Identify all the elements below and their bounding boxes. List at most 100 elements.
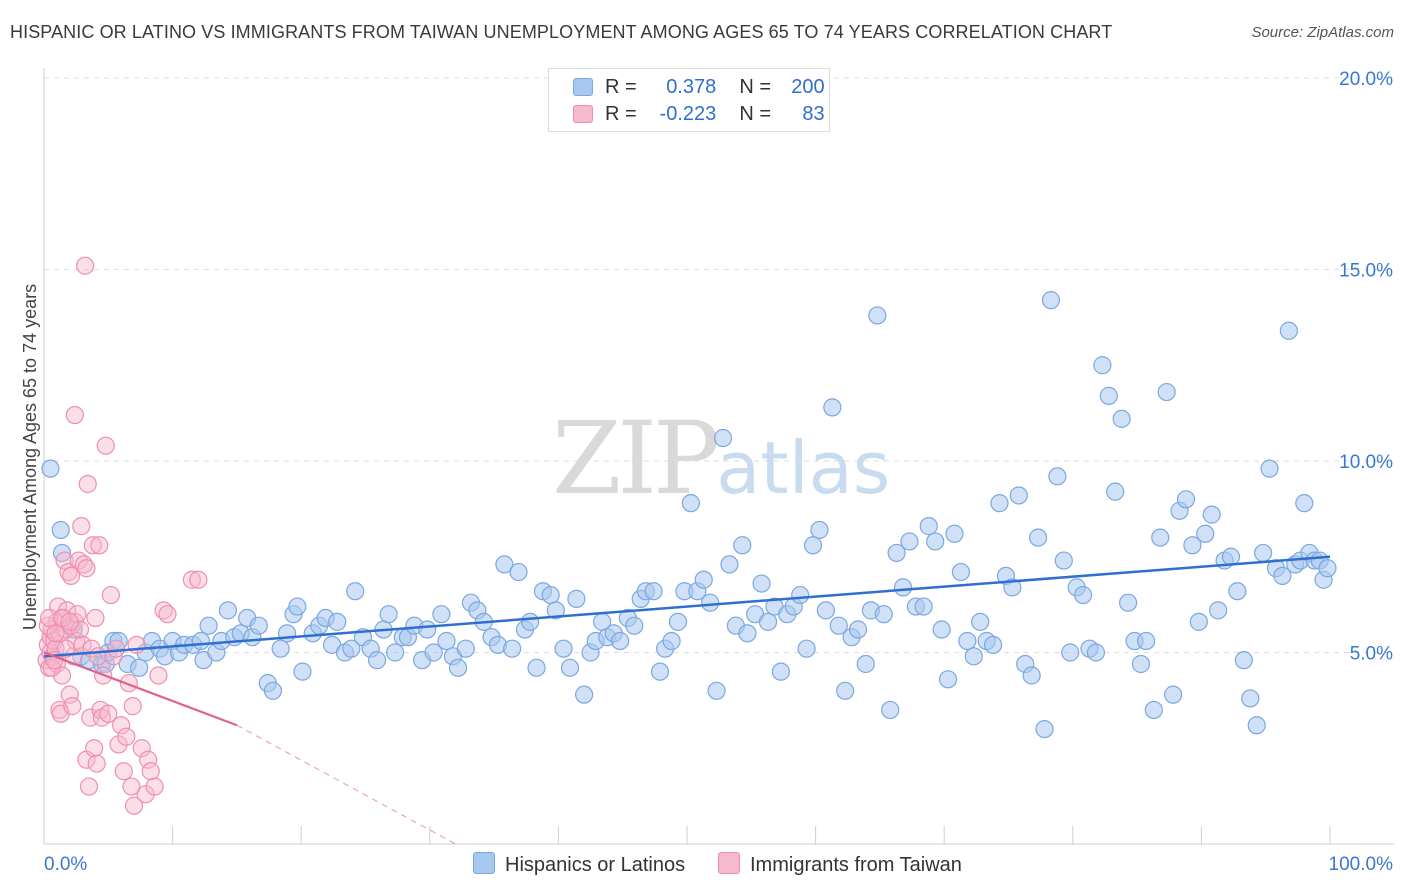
source-credit: Source: ZipAtlas.com: [1251, 24, 1394, 41]
data-point-hispanic: [644, 582, 663, 601]
data-point-hispanic: [625, 616, 644, 635]
series-hispanics-or-latinos: [41, 291, 1337, 739]
data-point-hispanic: [546, 601, 565, 620]
legend-text-pink: R = -0.223 N = 83: [605, 103, 825, 126]
data-point-hispanic: [575, 685, 594, 704]
data-point-hispanic: [914, 597, 933, 616]
tick-labels: 5.0% 10.0% 15.0% 20.0% 0.0% 100.0% Unemploymen…: [20, 69, 1393, 875]
data-point-hispanic: [1151, 528, 1170, 547]
data-point-hispanic: [1247, 716, 1266, 735]
data-point-taiwan: [77, 559, 96, 578]
data-point-hispanic: [733, 536, 752, 555]
data-point-hispanic: [293, 662, 312, 681]
trend-line-taiwan: [43, 651, 238, 727]
data-point-hispanic: [385, 643, 405, 662]
chart-title: HISPANIC OR LATINO VS IMMIGRANTS FROM TA…: [10, 22, 1113, 42]
data-point-taiwan: [55, 551, 74, 570]
data-point-hispanic: [791, 585, 810, 605]
data-point-taiwan: [76, 256, 95, 275]
data-point-hispanic: [424, 643, 443, 662]
data-point-taiwan: [122, 777, 141, 796]
data-point-taiwan: [38, 616, 57, 635]
data-point-hispanic: [1093, 356, 1112, 375]
data-point-taiwan: [52, 666, 72, 685]
bottom-swatch-blue: [473, 852, 495, 874]
data-point-hispanic: [218, 601, 237, 620]
data-point-hispanic: [958, 631, 977, 651]
data-point-taiwan: [65, 405, 84, 425]
data-point-hispanic: [1254, 543, 1273, 563]
data-point-hispanic: [694, 570, 713, 589]
data-point-hispanic: [527, 658, 546, 677]
data-point-hispanic: [1073, 585, 1093, 605]
data-point-hispanic: [1176, 490, 1196, 509]
data-point-taiwan: [63, 697, 82, 716]
data-point-hispanic: [668, 612, 688, 631]
legend-text-blue: R = 0.378 N = 200: [605, 76, 825, 99]
trend-lines: [43, 555, 1331, 845]
data-point-taiwan: [123, 697, 142, 716]
data-point-hispanic: [367, 651, 387, 670]
data-point-taiwan: [109, 735, 128, 754]
data-point-hispanic: [342, 639, 361, 658]
data-point-taiwan: [132, 739, 151, 758]
data-point-hispanic: [1086, 643, 1106, 662]
data-point-hispanic: [803, 536, 823, 555]
data-point-taiwan: [72, 517, 91, 536]
y-tick-label: 20.0%: [1339, 69, 1393, 90]
legend-r-value: 0.378: [666, 76, 717, 98]
data-point-taiwan: [99, 704, 118, 723]
y-tick-label: 15.0%: [1339, 261, 1393, 282]
data-point-taiwan: [149, 666, 168, 685]
data-point-taiwan: [87, 754, 106, 773]
data-point-hispanic: [932, 620, 951, 639]
data-point-taiwan: [114, 762, 133, 781]
data-point-hispanic: [1137, 631, 1156, 651]
data-point-hispanic: [1028, 528, 1048, 547]
data-point-taiwan: [141, 762, 160, 781]
data-point-hispanic: [418, 620, 437, 639]
data-point-taiwan: [79, 777, 99, 796]
data-point-taiwan: [61, 566, 81, 586]
data-point-taiwan: [101, 585, 120, 605]
data-point-taiwan: [145, 777, 164, 796]
data-point-taiwan: [106, 639, 126, 658]
data-point-hispanic: [328, 612, 347, 631]
data-point-hispanic: [249, 616, 268, 635]
data-point-hispanic: [560, 658, 580, 677]
data-point-hispanic: [1209, 601, 1228, 620]
data-point-hispanic: [1273, 566, 1292, 586]
data-point-hispanic: [1318, 559, 1337, 578]
data-point-hispanic: [713, 428, 733, 448]
data-point-hispanic: [771, 662, 790, 681]
data-point-hispanic: [971, 612, 990, 631]
legend-swatch-pink: [573, 105, 593, 123]
data-point-hispanic: [990, 494, 1009, 513]
data-point-hispanic: [681, 494, 700, 513]
legend-swatch-blue: [573, 78, 593, 96]
data-point-hispanic: [567, 589, 586, 608]
data-point-hispanic: [900, 532, 919, 551]
y-tick-label: 5.0%: [1350, 644, 1393, 665]
data-point-hispanic: [1003, 578, 1022, 597]
data-point-hispanic: [1099, 386, 1118, 405]
data-point-hispanic: [951, 562, 971, 582]
data-point-hispanic: [662, 631, 681, 651]
data-point-hispanic: [893, 578, 913, 597]
legend-n-value: 200: [791, 76, 825, 98]
bottom-legend-taiwan: Immigrants from Taiwan: [718, 852, 962, 878]
data-point-taiwan: [78, 474, 97, 494]
data-point-hispanic: [1228, 582, 1247, 601]
data-point-taiwan: [112, 716, 131, 735]
bottom-legend-label: Immigrants from Taiwan: [750, 854, 962, 876]
legend-n-label: N =: [739, 76, 772, 98]
data-point-hispanic: [1295, 494, 1314, 513]
data-point-taiwan: [56, 639, 75, 658]
bottom-legend-hispanics: Hispanics or Latinos: [473, 852, 685, 878]
data-point-taiwan: [124, 796, 144, 815]
data-point-hispanic: [829, 616, 848, 635]
data-point-hispanic: [199, 616, 218, 635]
y-axis-label: Unemployment Among Ages 65 to 74 years: [20, 284, 40, 630]
axes: [43, 68, 1394, 845]
